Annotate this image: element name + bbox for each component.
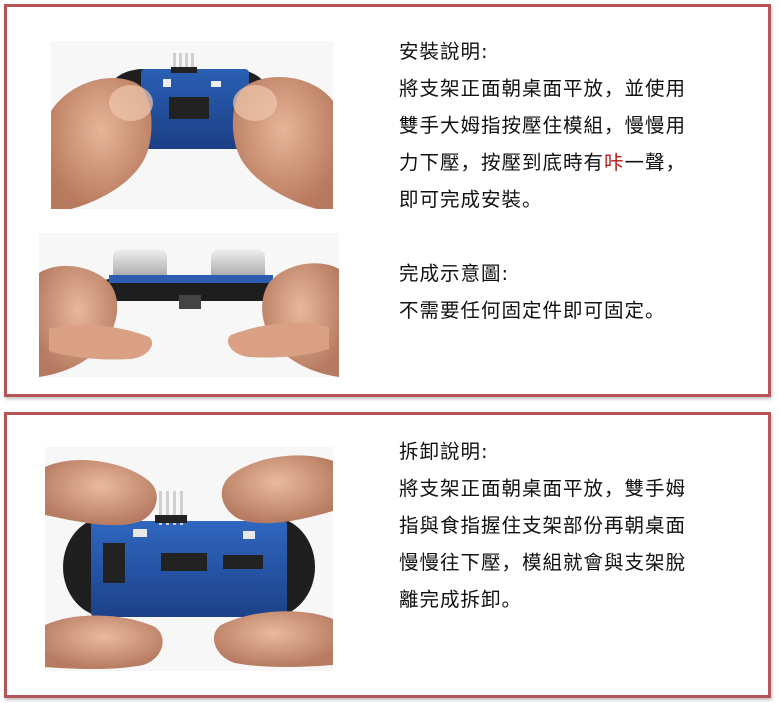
paragraph-spacer: [399, 218, 686, 255]
install-instructions: 安裝說明: 將支架正面朝桌面平放，並使用 雙手大姆指按壓住模組，慢慢用 力下壓，…: [399, 33, 686, 329]
install-line-3-after: 一聲，: [624, 151, 687, 174]
install-line-4: 即可完成安裝。: [399, 188, 543, 211]
completed-assembly-illustration: [39, 233, 339, 377]
install-line-2: 雙手大姆指按壓住模組，慢慢用: [399, 114, 687, 137]
install-line-3: 力下壓，按壓到底時有咔一聲，: [399, 144, 686, 181]
install-line-3-before: 力下壓，按壓到底時有: [399, 151, 605, 174]
click-sound-highlight: 咔: [604, 151, 625, 174]
remove-line-3: 慢慢往下壓，模組就會與支架脫: [399, 551, 687, 574]
remove-line-1: 將支架正面朝桌面平放，雙手姆: [399, 477, 687, 500]
hands-gripping-bracket-illustration: [45, 447, 333, 671]
remove-line-2: 指與食指握住支架部份再朝桌面: [399, 514, 687, 537]
completion-heading: 完成示意圖:: [399, 262, 510, 285]
remove-heading: 拆卸說明:: [399, 440, 489, 463]
install-photo-completed: [39, 233, 339, 377]
install-panel: 安裝說明: 將支架正面朝桌面平放，並使用 雙手大姆指按壓住模組，慢慢用 力下壓，…: [4, 4, 771, 397]
completion-line-1: 不需要任何固定件即可固定。: [399, 299, 666, 322]
install-heading: 安裝說明:: [399, 40, 489, 63]
remove-instructions: 拆卸說明: 將支架正面朝桌面平放，雙手姆 指與食指握住支架部份再朝桌面 慢慢往下…: [399, 433, 686, 618]
install-line-1: 將支架正面朝桌面平放，並使用: [399, 77, 687, 100]
install-photo-pressing: [51, 41, 333, 209]
remove-line-4: 離完成拆卸。: [399, 588, 523, 611]
remove-photo-gripping: [45, 447, 333, 671]
hands-pressing-module-illustration: [51, 41, 333, 209]
remove-panel: 拆卸說明: 將支架正面朝桌面平放，雙手姆 指與食指握住支架部份再朝桌面 慢慢往下…: [4, 412, 771, 698]
